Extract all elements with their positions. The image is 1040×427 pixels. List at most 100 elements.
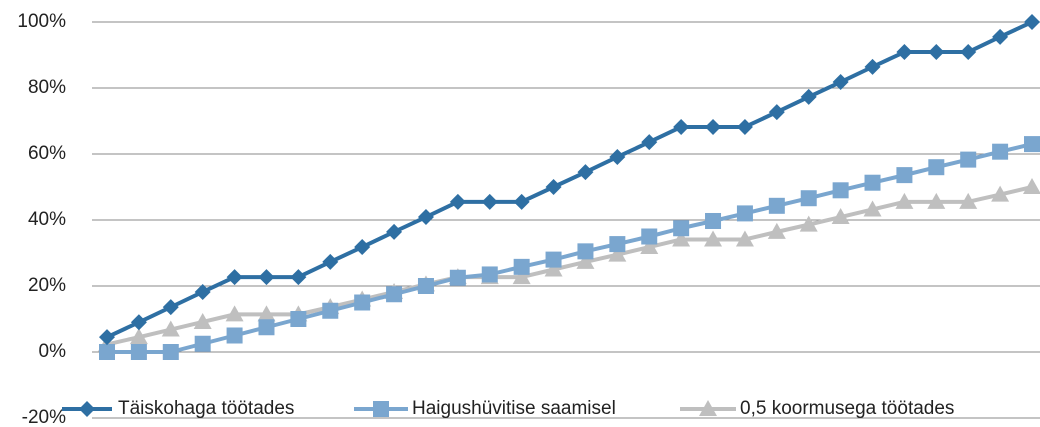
marker	[608, 245, 627, 262]
marker	[864, 58, 881, 75]
marker	[832, 182, 849, 199]
marker	[736, 118, 753, 135]
marker	[512, 268, 531, 285]
marker	[417, 278, 434, 294]
marker	[767, 222, 786, 239]
marker	[927, 192, 946, 209]
marker	[290, 269, 307, 286]
marker	[257, 305, 276, 322]
marker	[864, 174, 881, 191]
marker	[992, 28, 1009, 45]
marker	[161, 320, 180, 337]
marker	[544, 260, 563, 277]
marker	[129, 328, 148, 345]
legend-label: Täiskohaga töötades	[118, 398, 294, 419]
marker	[641, 134, 658, 151]
marker	[290, 311, 307, 327]
y-tick-label: 20%	[28, 275, 66, 296]
marker	[768, 104, 785, 121]
marker	[193, 312, 212, 329]
marker	[577, 243, 594, 260]
marker	[699, 400, 717, 416]
marker	[258, 269, 275, 286]
marker	[99, 344, 115, 360]
marker	[641, 228, 658, 245]
marker	[577, 164, 594, 181]
marker	[386, 286, 403, 303]
marker	[863, 200, 882, 217]
marker	[513, 258, 530, 275]
marker	[991, 185, 1010, 202]
marker	[704, 230, 723, 247]
marker	[354, 239, 371, 256]
y-tick-label: -20%	[22, 407, 66, 427]
marker	[736, 205, 753, 222]
marker	[449, 269, 466, 286]
marker	[386, 223, 403, 240]
marker	[79, 401, 95, 417]
marker	[609, 148, 626, 165]
legend-label: 0,5 koormusega töötades	[740, 398, 954, 419]
marker	[130, 344, 147, 360]
marker	[449, 193, 466, 210]
y-tick-label: 40%	[28, 209, 66, 230]
marker	[481, 193, 498, 210]
marker	[194, 335, 211, 352]
marker	[322, 302, 339, 319]
marker	[959, 192, 978, 209]
marker	[1024, 14, 1040, 30]
marker	[545, 251, 562, 268]
marker	[322, 253, 339, 270]
plot	[98, 14, 1040, 360]
marker	[735, 230, 754, 247]
marker	[992, 143, 1009, 160]
marker	[162, 344, 179, 360]
y-tick-label: 60%	[28, 143, 66, 164]
marker	[799, 215, 818, 232]
marker	[800, 88, 817, 105]
marker	[960, 151, 977, 168]
marker	[576, 252, 595, 269]
marker	[895, 192, 914, 209]
marker	[832, 74, 849, 91]
series-line	[106, 185, 1033, 347]
marker	[226, 327, 243, 344]
marker	[768, 197, 785, 214]
marker	[705, 212, 722, 229]
marker	[373, 401, 389, 417]
marker	[162, 299, 179, 316]
marker	[354, 294, 371, 311]
marker	[258, 319, 275, 336]
marker	[640, 238, 659, 255]
marker	[226, 269, 243, 286]
marker	[545, 179, 562, 195]
y-tick-label: 80%	[28, 77, 66, 98]
legend-label: Haigushüvitise saamisel	[412, 398, 616, 419]
marker	[513, 193, 530, 210]
marker	[194, 283, 211, 300]
marker	[99, 329, 115, 346]
marker	[928, 159, 945, 176]
marker	[928, 44, 945, 61]
series-line	[107, 142, 1033, 354]
marker	[896, 44, 913, 61]
marker	[705, 118, 722, 135]
marker	[417, 209, 434, 226]
y-tick-label: 0%	[39, 341, 67, 362]
marker	[1024, 136, 1040, 153]
marker	[672, 230, 691, 247]
marker	[673, 118, 690, 135]
grid: -20% 0% 20% 40% 60% 80% 100%	[17, 11, 1040, 427]
marker	[800, 190, 817, 207]
marker	[130, 314, 147, 331]
marker	[1023, 178, 1040, 194]
marker	[481, 266, 498, 283]
marker	[896, 167, 913, 184]
marker	[225, 305, 244, 322]
marker	[960, 44, 977, 61]
marker	[673, 220, 690, 237]
y-tick-label: 100%	[17, 11, 66, 32]
marker	[831, 208, 850, 225]
marker	[609, 236, 626, 253]
